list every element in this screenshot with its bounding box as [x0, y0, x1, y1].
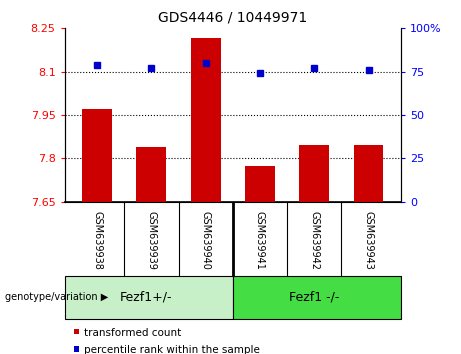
Text: GSM639943: GSM639943: [364, 211, 373, 270]
Text: Fezf1+/-: Fezf1+/-: [120, 291, 172, 304]
Text: GSM639940: GSM639940: [201, 211, 211, 270]
Bar: [233, 276, 401, 319]
Bar: [82, 109, 112, 202]
Bar: [191, 39, 221, 202]
Text: GSM639939: GSM639939: [147, 211, 156, 270]
Bar: [136, 147, 166, 202]
Text: Fezf1 -/-: Fezf1 -/-: [289, 291, 339, 304]
Bar: [65, 276, 233, 319]
Text: GSM639938: GSM639938: [92, 211, 102, 270]
Title: GDS4446 / 10449971: GDS4446 / 10449971: [158, 10, 307, 24]
Bar: [245, 166, 275, 202]
Text: percentile rank within the sample: percentile rank within the sample: [84, 346, 260, 354]
Text: genotype/variation ▶: genotype/variation ▶: [5, 292, 108, 302]
Text: GSM639941: GSM639941: [255, 211, 265, 270]
Text: GSM639942: GSM639942: [309, 211, 319, 270]
Text: transformed count: transformed count: [84, 328, 181, 338]
Bar: [354, 145, 384, 202]
Bar: [299, 145, 329, 202]
